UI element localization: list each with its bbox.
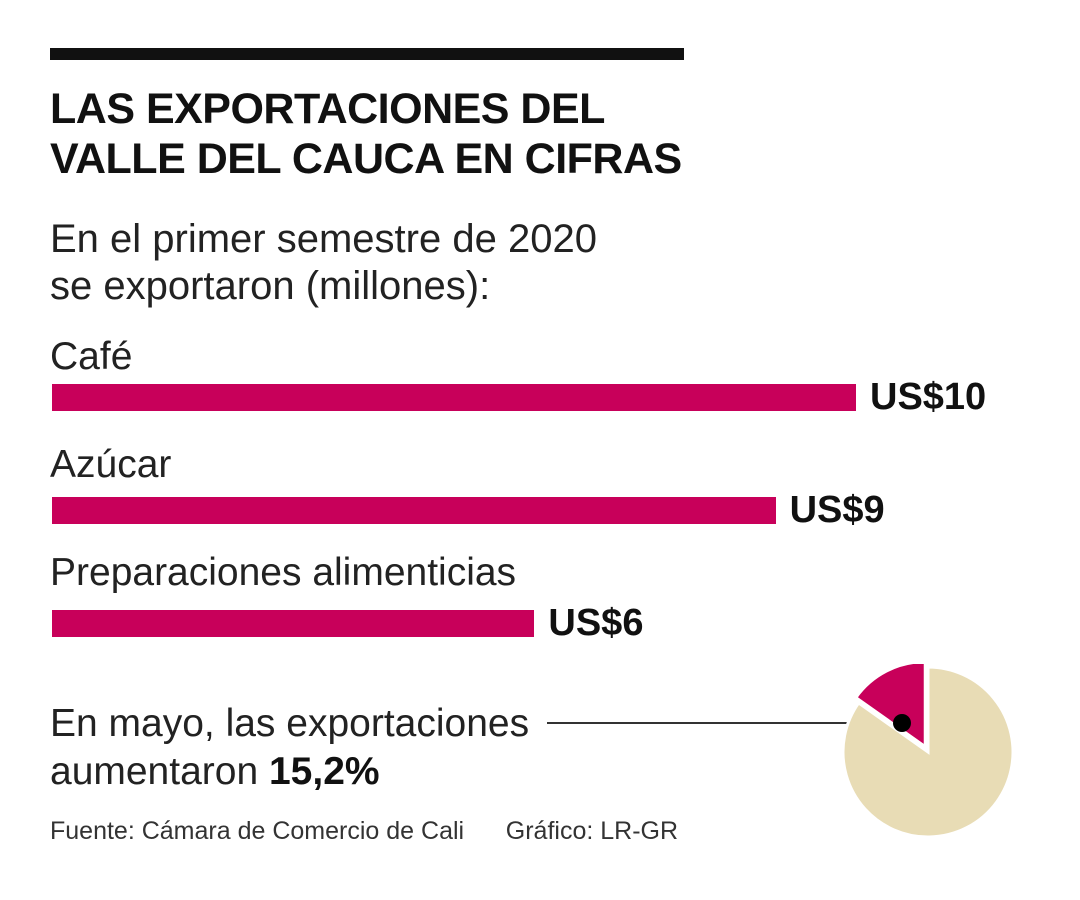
title-line-1: LAS EXPORTACIONES DEL [50,85,605,133]
bar-value-azucar: US$9 [789,489,885,531]
bar-cafe [52,384,856,411]
chart-title: LAS EXPORTACIONES DEL VALLE DEL CAUCA EN… [50,84,750,184]
footer: Fuente: Cámara de Comercio de Cali Gráfi… [50,815,678,847]
bar-azucar [52,497,776,524]
pie-callout-dot [893,714,911,732]
top-rule [50,48,684,60]
bar-preparaciones [52,610,535,637]
note-percentage: 15,2% [268,750,380,793]
note-line-2-prefix: aumentaron [50,750,269,793]
footer-credit: Gráfico: LR-GR [505,817,679,845]
subtitle-line-2: se exportaron (millones): [50,264,491,308]
leader-line [547,722,897,724]
note-line-2: aumentaron 15,2% [50,750,380,793]
bar-label-preparaciones: Preparaciones alimenticias [50,551,517,594]
bar-value-cafe: US$10 [870,376,987,418]
bar-value-preparaciones: US$6 [548,602,644,644]
bar-label-azucar: Azúcar [50,443,172,486]
bar-label-cafe: Café [50,335,133,378]
pie-chart [841,664,1015,839]
note-line-1: En mayo, las exportaciones [50,702,530,745]
chart-subtitle: En el primer semestre de 2020 se exporta… [50,216,750,310]
subtitle-line-1: En el primer semestre de 2020 [50,217,597,261]
title-line-2: VALLE DEL CAUCA EN CIFRAS [50,135,682,183]
footer-source: Fuente: Cámara de Comercio de Cali [50,817,465,845]
may-note: En mayo, las exportaciones aumentaron 15… [50,700,529,796]
pie-slice-rest [841,665,1015,839]
